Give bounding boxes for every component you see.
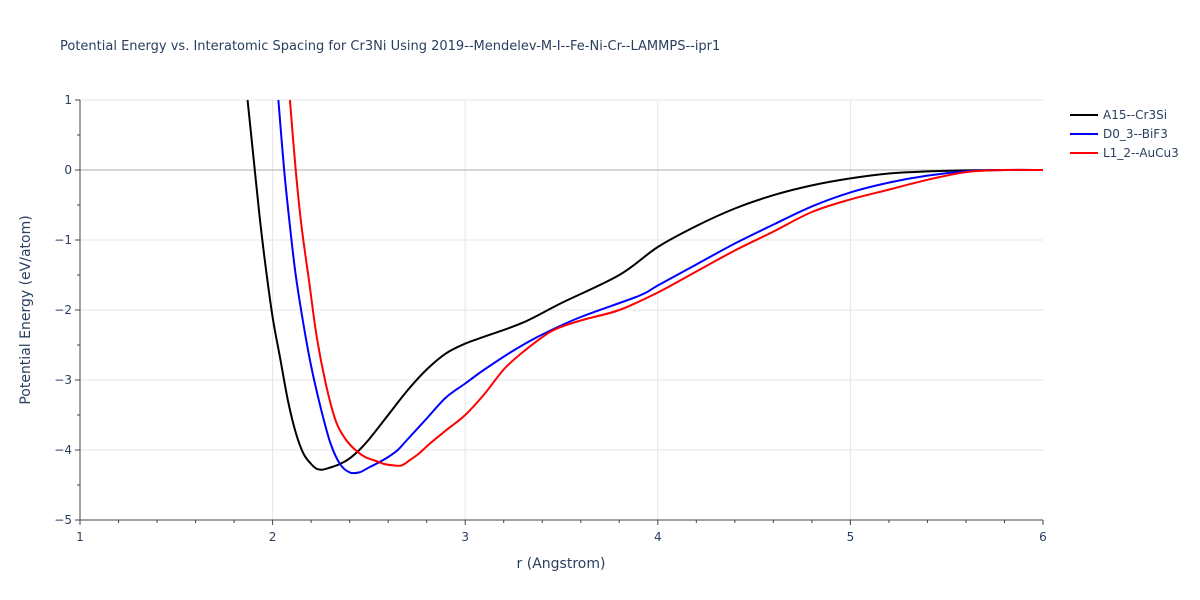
y-tick-label: −2 (54, 303, 72, 317)
series-line-3 (288, 100, 1043, 467)
y-tick-label: −5 (54, 513, 72, 527)
series-line-1 (246, 100, 1043, 471)
x-tick-label: 1 (76, 530, 84, 544)
series-line-2 (277, 100, 1043, 475)
x-tick-label: 4 (654, 530, 662, 544)
y-axis-ticks: −5 −4 −3 −2 −1 0 1 (54, 93, 80, 527)
legend: A15--Cr3Si D0_3--BiF3 L1_2--AuCu3 (1070, 108, 1179, 160)
x-tick-label: 2 (269, 530, 277, 544)
y-axis-title: Potential Energy (eV/atom) (18, 215, 34, 404)
y-tick-label: −3 (54, 373, 72, 387)
x-axis-ticks: 1 2 3 4 5 6 (76, 520, 1047, 544)
y-tick-label: −4 (54, 443, 72, 457)
x-tick-label: 3 (461, 530, 469, 544)
y-tick-label: −1 (54, 233, 72, 247)
y-tick-label: 0 (64, 163, 72, 177)
legend-label-1: A15--Cr3Si (1103, 108, 1167, 122)
x-tick-label: 5 (847, 530, 855, 544)
chart-title: Potential Energy vs. Interatomic Spacing… (60, 39, 720, 54)
x-axis-title: r (Angstrom) (517, 556, 606, 572)
legend-label-2: D0_3--BiF3 (1103, 127, 1168, 141)
series-layer (246, 100, 1043, 475)
x-tick-label: 6 (1039, 530, 1047, 544)
legend-label-3: L1_2--AuCu3 (1103, 146, 1179, 160)
y-tick-label: 1 (64, 93, 72, 107)
